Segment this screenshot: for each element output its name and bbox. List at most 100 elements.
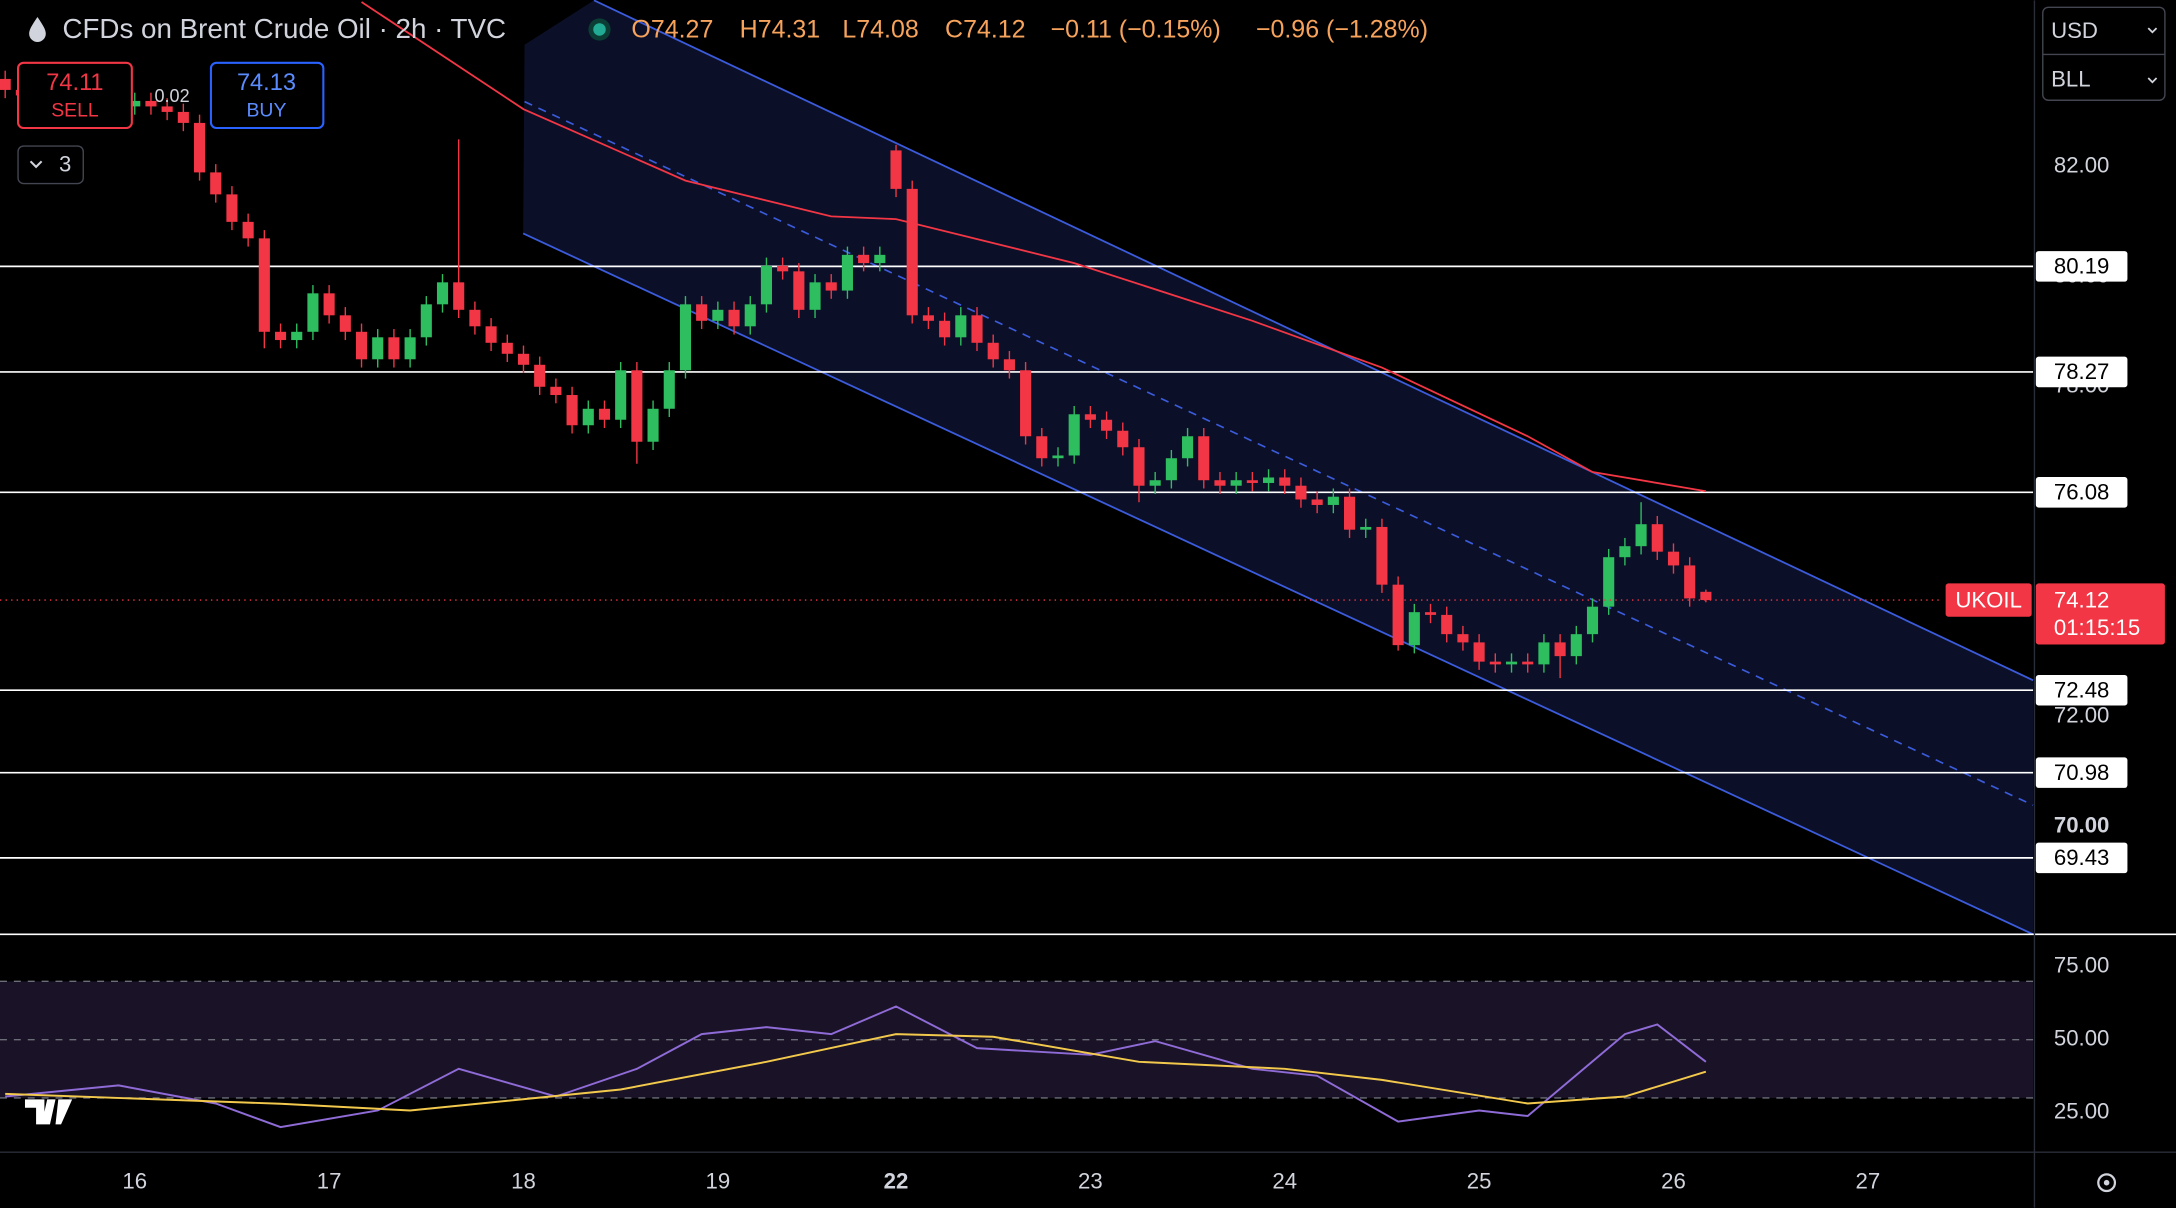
candle-body (793, 271, 805, 310)
candle-body (1214, 480, 1226, 486)
x-tick-label: 27 (1856, 1169, 1881, 1194)
change-day: −0.96 (−1.28%) (1256, 15, 1428, 43)
x-tick-label: 16 (122, 1169, 147, 1194)
candle-body (1619, 546, 1631, 558)
candle-body (1603, 557, 1615, 607)
candle-body (1392, 584, 1404, 646)
candle-body (777, 265, 789, 272)
level-label: 69.43 (2054, 845, 2110, 870)
candle-body (1408, 612, 1420, 646)
level-label: 72.48 (2054, 677, 2110, 702)
indicators-toggle[interactable] (17, 145, 84, 185)
candle-body (534, 364, 546, 387)
candle-body (825, 282, 837, 291)
candle-body (1198, 436, 1210, 481)
candle-body (177, 111, 189, 123)
candle-body (372, 337, 384, 360)
x-tick-label: 19 (706, 1169, 731, 1194)
rsi-line (5, 1033, 1707, 1112)
candle-body (1651, 524, 1663, 552)
buy-label: BUY (246, 99, 286, 121)
candle-body (1457, 634, 1469, 643)
sell-label: SELL (51, 99, 99, 121)
y-tick-label: 72.00 (2054, 702, 2110, 727)
candle-body (939, 320, 951, 338)
last-price-label: 74.12 (2054, 587, 2110, 612)
candle-body (1554, 642, 1566, 657)
candle-body (1149, 480, 1161, 486)
rsi-pane (0, 980, 2034, 1129)
buy-button[interactable] (209, 61, 325, 130)
settings-icon[interactable] (2097, 1173, 2117, 1193)
level-tag (2035, 356, 2128, 388)
symbol-tag (1945, 583, 2032, 617)
symbol-title: CFDs on Brent Crude Oil · 2h · TVC (62, 13, 506, 44)
candle-body (971, 315, 983, 343)
level-tag (2035, 674, 2128, 706)
candle-body (906, 188, 918, 316)
candle-body (598, 408, 611, 420)
channel-upper (593, 0, 2034, 682)
level-label: 78.27 (2054, 359, 2110, 384)
candle-body (485, 326, 497, 343)
candle-body (1182, 436, 1194, 459)
candle-body (1327, 496, 1339, 505)
sell-button[interactable] (17, 61, 133, 130)
time-axis: 16 17 18 19 22 23 24 25 26 27 (122, 1169, 1880, 1194)
indicators-count: 3 (59, 151, 71, 176)
level-label: 70.98 (2054, 760, 2110, 785)
candle-body (210, 172, 222, 195)
candle-body (145, 100, 157, 107)
candle-body (501, 342, 513, 354)
candle-body (1667, 551, 1680, 566)
candle-body (1279, 477, 1291, 486)
candle-body (1538, 642, 1550, 665)
candle-body (696, 304, 708, 321)
channel-fill (523, 0, 2034, 935)
chevron-icon (29, 160, 43, 169)
level-tag (2035, 477, 2128, 508)
candle-body (841, 254, 853, 291)
candle-body (1635, 524, 1647, 547)
candle-body (1343, 496, 1356, 530)
settings-icon-center (2103, 1179, 2110, 1186)
candle-body (890, 150, 902, 189)
candle-body (355, 331, 368, 360)
candle-body (550, 386, 562, 396)
candle-body (1084, 414, 1096, 420)
unit[interactable]: BLL (2051, 67, 2090, 92)
rsi-line (5, 1005, 1707, 1129)
candle-body (1570, 634, 1582, 657)
symbol-icon (29, 16, 46, 42)
ohlc-close: C74.12 (945, 15, 1026, 43)
channel-lower (522, 232, 2034, 936)
rsi-tick-label: 25.00 (2054, 1098, 2110, 1123)
candle-body (1424, 612, 1437, 615)
candle-body (1052, 455, 1064, 459)
candle-body (258, 238, 270, 332)
candle-body (663, 370, 675, 409)
x-tick-label: 22 (884, 1169, 909, 1194)
candle-body (1133, 447, 1145, 486)
candle-body (1586, 606, 1599, 635)
candle-body (404, 337, 416, 360)
candle-body (1230, 480, 1242, 486)
ohlc-open: O74.27 (631, 15, 713, 43)
last-price-tag (2035, 583, 2165, 645)
ohlc-low: L74.08 (842, 15, 918, 43)
candle-body (453, 282, 465, 310)
candle-body (1020, 370, 1032, 437)
candle-body (307, 293, 319, 332)
candle-body (744, 304, 756, 327)
candle-body (274, 331, 287, 341)
candle-body (0, 78, 11, 90)
candle-body (615, 370, 627, 420)
level-tag (2035, 842, 2128, 874)
x-tick-label: 26 (1661, 1169, 1686, 1194)
currency[interactable]: USD (2051, 18, 2098, 43)
candle-body (1360, 526, 1372, 530)
x-tick-label: 23 (1078, 1169, 1103, 1194)
candle-body (517, 353, 530, 365)
